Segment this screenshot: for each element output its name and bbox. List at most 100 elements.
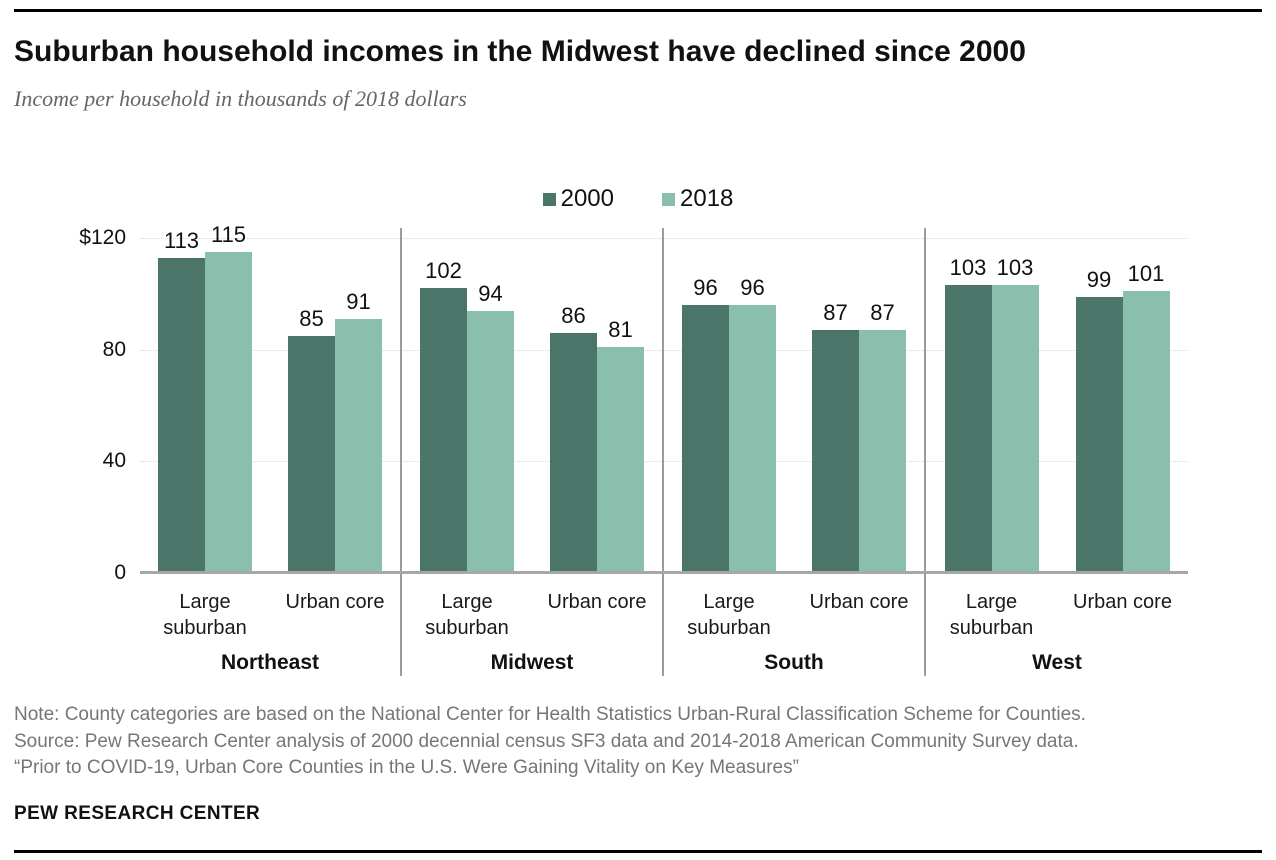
bar-pair: 86 81 bbox=[550, 304, 644, 573]
category-slot: 86 81 bbox=[532, 304, 662, 573]
bar-2000: 85 bbox=[288, 307, 335, 573]
category-slot: 85 91 bbox=[270, 290, 400, 573]
region-label: West bbox=[1032, 651, 1082, 674]
bar-value-label: 94 bbox=[478, 281, 503, 306]
gridline-120 bbox=[140, 238, 1188, 239]
report-quote-text: “Prior to COVID-19, Urban Core Counties … bbox=[14, 757, 799, 778]
bar-pair: 85 91 bbox=[288, 290, 382, 573]
category-slot: 87 87 bbox=[794, 301, 924, 573]
region-groups: 113 115 85 91 Large suburban Urban core Northea… bbox=[140, 223, 1188, 676]
bar-pair: 113 115 bbox=[158, 223, 252, 573]
legend-item-2018: 2018 bbox=[662, 185, 733, 213]
region-group-west: 103 103 99 101 Large suburban Urban core West bbox=[926, 228, 1188, 676]
region-group-northeast: 113 115 85 91 Large suburban Urban core Northea… bbox=[140, 223, 402, 676]
bars-row: 113 115 85 91 bbox=[140, 223, 400, 573]
category-labels: Large suburban Urban core bbox=[926, 573, 1188, 641]
category-slot: 99 101 bbox=[1057, 262, 1188, 573]
x-tick-label: Urban core bbox=[547, 591, 647, 613]
category-labels: Large suburban Urban core bbox=[402, 573, 662, 641]
x-tick-label: Urban core bbox=[1073, 591, 1172, 613]
bar-2000: 102 bbox=[420, 259, 467, 573]
bar-pair: 99 101 bbox=[1075, 262, 1170, 573]
top-rule bbox=[14, 9, 1262, 12]
x-axis-baseline bbox=[140, 571, 1188, 574]
bar-2018: 81 bbox=[597, 318, 644, 573]
legend-swatch-icon bbox=[662, 192, 675, 206]
bar-2000: 99 bbox=[1075, 268, 1123, 573]
bar-2018: 101 bbox=[1122, 262, 1170, 573]
bar-value-label: 103 bbox=[949, 255, 987, 280]
bar-2000: 96 bbox=[682, 276, 729, 573]
bars-row: 96 96 87 87 bbox=[664, 228, 924, 573]
region-label: Midwest bbox=[490, 651, 574, 674]
bar-value-label: 103 bbox=[996, 255, 1034, 280]
y-tick-label: 80 bbox=[102, 337, 126, 361]
note-text: Note: County categories are based on the… bbox=[14, 704, 1086, 725]
plot-area: $120 80 40 0 113 115 85 91 Large suburban Urban co… bbox=[79, 223, 1188, 676]
bar-value-label: 96 bbox=[740, 275, 765, 300]
bottom-rule bbox=[14, 849, 1262, 853]
bar-value-label: 102 bbox=[425, 258, 462, 283]
x-tick-label: Urban core bbox=[809, 591, 909, 613]
region-group-south: 96 96 87 87 Large suburban Urban core South bbox=[664, 228, 926, 676]
bar-value-label: 96 bbox=[693, 275, 718, 300]
legend-swatch-icon bbox=[542, 192, 556, 206]
bar-pair: 87 87 bbox=[812, 301, 906, 573]
bar-pair: 96 96 bbox=[682, 276, 776, 573]
y-tick-label: 0 bbox=[114, 561, 126, 584]
legend-label: 2018 bbox=[680, 185, 734, 212]
bar-2018: 103 bbox=[991, 256, 1039, 573]
category-labels: Large suburban Urban core bbox=[140, 573, 400, 641]
bar-2018: 91 bbox=[335, 290, 382, 573]
bar-2000: 87 bbox=[812, 301, 859, 573]
category-slot: 102 94 bbox=[402, 259, 532, 573]
bars-row: 102 94 86 81 bbox=[402, 228, 662, 573]
region-label: South bbox=[764, 651, 824, 674]
x-tick-label: Large suburban bbox=[949, 591, 1034, 639]
footnotes: Note: County categories are based on the… bbox=[14, 702, 1262, 782]
chart-title: Suburban household incomes in the Midwes… bbox=[14, 35, 1026, 68]
region-group-midwest: 102 94 86 81 Large suburban Urban core Midwest bbox=[402, 228, 664, 676]
bar-2000: 113 bbox=[158, 229, 205, 573]
bar-value-label: 87 bbox=[823, 300, 848, 325]
bar-value-label: 99 bbox=[1086, 267, 1112, 292]
gridline-80 bbox=[140, 349, 1188, 351]
brand-wordmark: PEW RESEARCH CENTER bbox=[14, 802, 261, 824]
bar-value-label: 87 bbox=[870, 300, 895, 325]
bar-value-label: 81 bbox=[608, 317, 633, 342]
y-tick-label: 40 bbox=[102, 449, 126, 473]
x-tick-label: Large suburban bbox=[687, 591, 771, 639]
bar-2018: 96 bbox=[729, 276, 776, 573]
category-slot: 113 115 bbox=[140, 223, 270, 573]
bar-2018: 115 bbox=[205, 223, 252, 573]
legend-item-2000: 2000 bbox=[542, 185, 614, 213]
bar-2018: 94 bbox=[467, 282, 514, 573]
y-tick-label: $120 bbox=[79, 226, 126, 249]
bar-2000: 86 bbox=[550, 304, 597, 573]
region-label: Northeast bbox=[220, 651, 320, 674]
chart-subtitle: Income per household in thousands of 201… bbox=[14, 86, 467, 111]
x-tick-label: Large suburban bbox=[425, 591, 509, 639]
legend: 2000 2018 bbox=[14, 185, 1262, 213]
category-labels: Large suburban Urban core bbox=[664, 573, 924, 641]
bar-pair: 103 103 bbox=[944, 256, 1039, 573]
gridline-40 bbox=[140, 461, 1188, 463]
source-text: Source: Pew Research Center analysis of … bbox=[14, 730, 1079, 752]
bar-value-label: 86 bbox=[561, 303, 586, 328]
bar-2018: 87 bbox=[859, 301, 906, 573]
bar-2000: 103 bbox=[944, 256, 992, 573]
bar-value-label: 101 bbox=[1127, 261, 1165, 286]
bars-row: 103 103 99 101 bbox=[926, 228, 1188, 573]
x-tick-label: Large suburban bbox=[163, 591, 247, 639]
legend-label: 2000 bbox=[560, 185, 614, 212]
bar-pair: 102 94 bbox=[420, 259, 514, 573]
bar-value-label: 115 bbox=[210, 222, 247, 247]
x-tick-label: Urban core bbox=[285, 591, 385, 613]
bar-value-label: 91 bbox=[346, 289, 371, 314]
category-slot: 103 103 bbox=[926, 256, 1057, 573]
bar-value-label: 113 bbox=[163, 228, 200, 253]
bar-value-label: 85 bbox=[299, 306, 324, 331]
category-slot: 96 96 bbox=[664, 276, 794, 573]
bar-chart: $120 80 40 0 113 115 85 91 Large suburban Urban co… bbox=[79, 223, 1188, 676]
